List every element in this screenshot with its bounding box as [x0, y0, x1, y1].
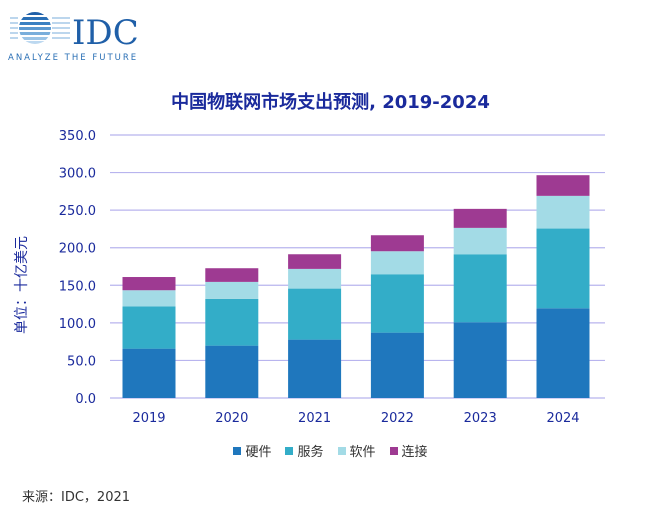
bar-segment: [370, 274, 424, 333]
y-tick-label: 200.0: [59, 242, 96, 257]
bar-segment: [122, 348, 176, 398]
bar-segment: [205, 268, 259, 282]
legend-item: 连接: [389, 441, 428, 460]
x-tick-label: 2024: [546, 411, 579, 426]
bar-segment: [288, 268, 342, 289]
bar-segment: [536, 195, 590, 229]
bar-segment: [122, 306, 176, 349]
bar-segment: [453, 322, 507, 398]
bar-segment: [288, 339, 342, 398]
bar-segment: [288, 254, 342, 269]
chart-title: 中国物联网市场支出预测, 2019-2024: [171, 92, 490, 113]
x-tick-label: 2019: [132, 411, 165, 426]
x-tick-label: 2021: [298, 411, 331, 426]
idc-logo: IDC ANALYZE THE FUTURE: [8, 12, 139, 63]
legend-swatch: [285, 446, 294, 455]
legend-label: 服务: [297, 445, 324, 460]
bar-segment: [370, 251, 424, 275]
y-axis-label: 单位：十亿美元: [6, 220, 36, 350]
x-tick-label: 2023: [464, 411, 497, 426]
svg-text:ANALYZE THE FUTURE: ANALYZE THE FUTURE: [8, 53, 138, 63]
bar-segment: [205, 345, 259, 398]
legend-swatch: [233, 446, 242, 455]
legend-swatch: [389, 446, 398, 455]
bar-segment: [536, 228, 590, 309]
bar-segment: [536, 175, 590, 196]
bar-segment: [288, 288, 342, 340]
y-tick-label: 0.0: [75, 392, 96, 407]
legend: 硬件 服务 软件 连接: [0, 441, 661, 460]
legend-item: 软件: [337, 441, 376, 460]
y-tick-label: 50.0: [67, 354, 96, 369]
bar-segment: [122, 277, 176, 291]
legend-swatch: [337, 446, 346, 455]
bar-segment: [453, 254, 507, 323]
bar-segment: [453, 227, 507, 255]
source-note: 来源：IDC，2021: [22, 490, 131, 505]
legend-item: 服务: [285, 441, 324, 460]
legend-label: 硬件: [245, 445, 272, 460]
bar-segment: [205, 281, 259, 299]
y-tick-label: 150.0: [59, 279, 96, 294]
bar-segment: [536, 308, 590, 398]
bar-segment: [122, 290, 176, 307]
legend-label: 软件: [349, 445, 376, 460]
y-tick-label: 250.0: [59, 204, 96, 219]
x-tick-label: 2022: [381, 411, 414, 426]
y-tick-label: 300.0: [59, 167, 96, 182]
legend-label: 连接: [401, 445, 428, 460]
legend-item: 硬件: [233, 441, 271, 460]
bar-segment: [453, 208, 507, 228]
x-tick-label: 2020: [215, 411, 248, 426]
y-tick-label: 100.0: [59, 317, 96, 332]
bar-segment: [370, 332, 424, 398]
bar-segment: [370, 235, 424, 252]
svg-text:IDC: IDC: [72, 13, 139, 53]
y-axis-label-text: 单位：十亿美元: [14, 236, 30, 334]
y-tick-label: 350.0: [59, 129, 96, 144]
bar-segment: [205, 298, 259, 346]
